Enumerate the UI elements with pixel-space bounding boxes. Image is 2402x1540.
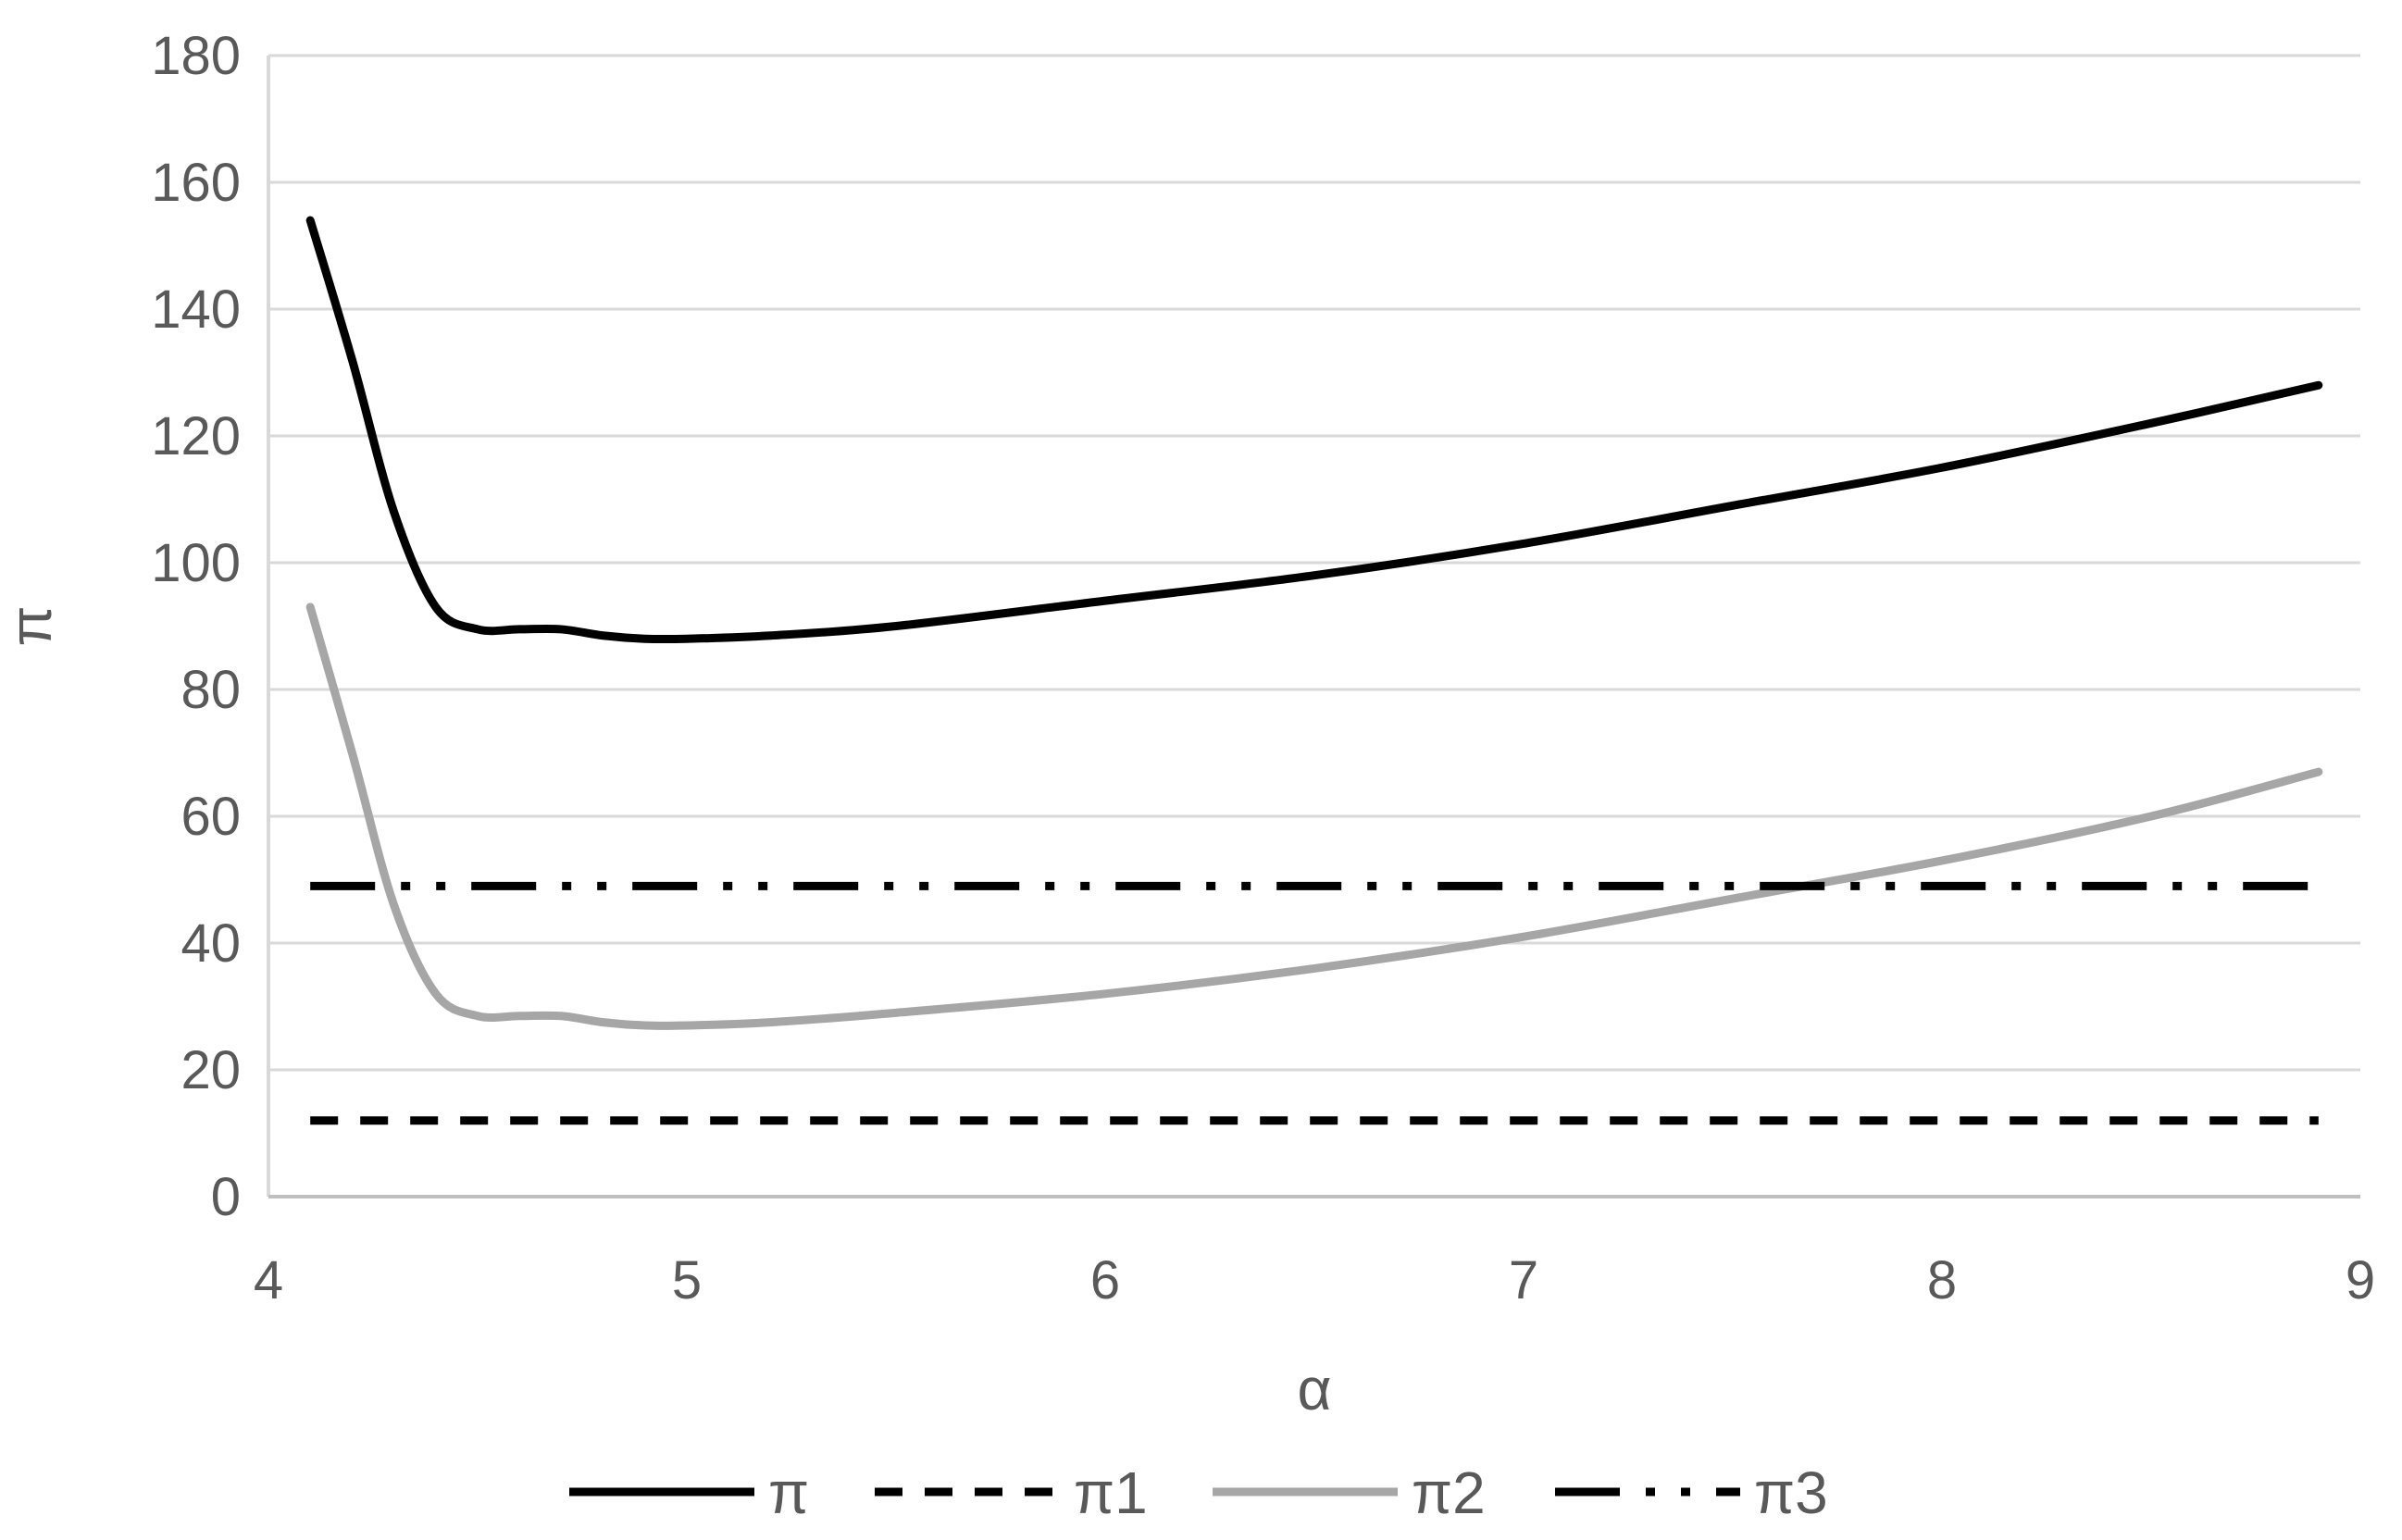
gridlines: [268, 54, 2360, 1072]
legend-label-pi: π: [768, 1459, 809, 1526]
x-axis-title: α: [1298, 1356, 1332, 1422]
y-tick-label: 120: [151, 406, 241, 466]
x-tick-label: 4: [254, 1250, 283, 1310]
x-tick-label: 8: [1927, 1250, 1957, 1310]
x-tick-label: 9: [2346, 1250, 2375, 1310]
series-line-pi: [305, 216, 2323, 644]
y-tick-label: 20: [180, 1040, 241, 1100]
y-axis-title: π: [0, 605, 64, 646]
y-tick-label: 160: [151, 153, 241, 213]
legend: π π1 π2 π3: [569, 1459, 1828, 1526]
y-tick-label: 140: [151, 279, 241, 340]
x-tick-label: 7: [1509, 1250, 1538, 1310]
axes: [267, 56, 2360, 1198]
legend-label-pi1: π1: [1074, 1459, 1148, 1526]
legend-label-pi3: π3: [1754, 1459, 1828, 1526]
tick-labels: 0 20 40 60 80 100 120 140 160 180 4 5 6 7 8 9: [151, 26, 2375, 1310]
series-lines: [305, 216, 2323, 1125]
series-line-pi2: [305, 602, 2323, 1030]
y-tick-label: 100: [151, 533, 241, 593]
x-tick-label: 5: [672, 1250, 702, 1310]
legend-label-pi2: π2: [1412, 1459, 1486, 1526]
y-tick-label: 40: [180, 913, 241, 974]
y-tick-label: 80: [180, 660, 241, 720]
y-tick-label: 60: [180, 787, 241, 847]
x-tick-label: 6: [1090, 1250, 1120, 1310]
y-tick-label: 180: [151, 26, 241, 86]
y-tick-label: 0: [211, 1167, 241, 1227]
